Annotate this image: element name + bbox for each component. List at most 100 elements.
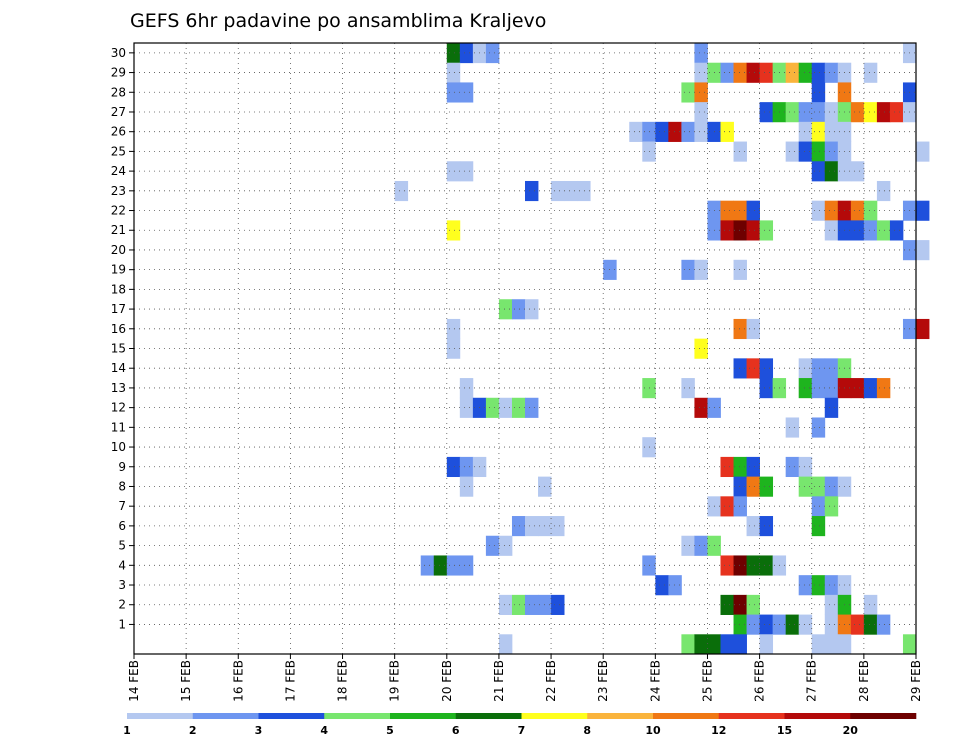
colorbar-swatch	[521, 713, 588, 719]
heatmap-cell	[785, 141, 800, 162]
heatmap-cell	[733, 555, 747, 576]
heatmap-cell	[863, 200, 878, 221]
heatmap-cell	[733, 476, 747, 497]
colorbar-tick-label: 15	[777, 724, 792, 737]
x-tick-label: 26 FEB	[753, 660, 767, 702]
heatmap-cell	[850, 378, 865, 399]
heatmap-cell	[498, 397, 513, 418]
y-tick-label: 29	[111, 66, 126, 80]
heatmap-cell	[863, 378, 878, 399]
heatmap-cell	[629, 121, 643, 142]
heatmap-cell	[824, 496, 839, 517]
heatmap-cell	[889, 220, 904, 241]
heatmap-cell	[850, 614, 865, 635]
heatmap-cell	[746, 594, 760, 615]
colorbar-tick-label: 20	[843, 724, 859, 737]
heatmap-cell	[798, 378, 813, 399]
chart-title: GEFS 6hr padavine po ansamblima Kraljevo	[130, 10, 546, 32]
heatmap-cell	[759, 634, 774, 655]
heatmap-cell	[720, 121, 734, 142]
colorbar-swatch	[192, 713, 259, 719]
heatmap-cell	[746, 62, 760, 83]
gridlines	[134, 43, 916, 654]
heatmap-cell	[681, 82, 695, 103]
heatmap-cell	[824, 220, 839, 241]
heatmap-cell	[394, 180, 409, 202]
heatmap-cell	[681, 378, 695, 399]
heatmap-cell	[916, 240, 930, 261]
x-tick-label: 23 FEB	[596, 660, 610, 702]
heatmap-cell	[785, 62, 800, 83]
heatmap-cell	[420, 555, 435, 576]
colorbar-tick-label: 8	[583, 724, 591, 737]
heatmap-cell	[733, 62, 747, 83]
colorbar-swatch	[718, 713, 785, 719]
y-tick-label: 9	[118, 460, 126, 474]
x-tick-label: 21 FEB	[492, 660, 506, 702]
heatmap-cell	[811, 200, 826, 221]
heatmap-cell	[876, 378, 891, 399]
colorbar-swatch	[390, 713, 457, 719]
x-tick-label: 18 FEB	[336, 660, 350, 702]
y-tick-label: 13	[111, 381, 126, 395]
heatmap-cell	[511, 594, 526, 615]
colorbar-swatch	[127, 713, 194, 719]
heatmap-cell	[798, 456, 813, 478]
heatmap-cell	[733, 358, 747, 379]
y-tick-label: 20	[111, 243, 126, 257]
heatmap-cell	[459, 161, 474, 182]
heatmap-cell	[811, 121, 826, 142]
x-tick-label: 29 FEB	[909, 660, 923, 702]
heatmap-cell	[485, 43, 500, 64]
heatmap-cell	[694, 535, 708, 556]
heatmap-cell	[694, 102, 708, 123]
x-tick-label: 25 FEB	[700, 660, 714, 702]
x-tick-label: 27 FEB	[805, 660, 819, 702]
heatmap-cell	[525, 594, 539, 615]
heatmap-cell	[720, 634, 734, 655]
heatmap-cell	[824, 161, 839, 182]
heatmap-cell	[759, 555, 774, 576]
heatmap-cell	[916, 318, 930, 340]
heatmap-cell	[459, 476, 474, 497]
heatmap-cell	[694, 82, 708, 103]
heatmap-cell	[850, 200, 865, 221]
colorbar-swatch	[587, 713, 654, 719]
y-tick-label: 7	[118, 499, 126, 513]
heatmap-cell	[511, 397, 526, 418]
y-tick-label: 22	[111, 204, 126, 218]
colorbar-swatch	[258, 713, 325, 719]
x-tick-label: 15 FEB	[179, 660, 193, 702]
heatmap-cell	[863, 102, 878, 123]
heatmap-cell	[459, 82, 474, 103]
colorbar-legend: 1 2 3 4 5 6 7 8 10 12 15 20	[123, 713, 917, 737]
heatmap-cell	[551, 594, 565, 615]
heatmap-cell	[446, 318, 461, 340]
colorbar-swatch	[324, 713, 391, 719]
y-tick-label: 5	[118, 539, 126, 553]
heatmap-cell	[511, 299, 526, 320]
colorbar-tick-label: 10	[645, 724, 661, 737]
heatmap-cell	[433, 555, 448, 576]
heatmap-cell	[720, 496, 734, 517]
heatmap-cell	[811, 62, 826, 83]
heatmap-cell	[551, 516, 565, 537]
heatmap-cell	[733, 496, 747, 517]
heatmap-cell	[824, 200, 839, 221]
heatmap-cell	[863, 220, 878, 241]
heatmap-cell	[746, 516, 760, 537]
y-tick-label: 24	[111, 164, 126, 178]
heatmap-cell	[720, 594, 734, 615]
colorbar-swatch	[850, 713, 917, 719]
heatmap-cell	[694, 121, 708, 142]
heatmap-cell	[694, 62, 708, 83]
colorbar-tick-label: 4	[320, 724, 328, 737]
heatmap-cell	[694, 634, 708, 655]
heatmap-cell	[525, 516, 539, 537]
heatmap-cell	[785, 456, 800, 478]
heatmap-cell	[733, 614, 747, 635]
y-tick-label: 4	[118, 558, 126, 572]
heatmap-cell	[811, 82, 826, 103]
y-tick-label: 26	[111, 125, 126, 139]
y-tick-label: 14	[111, 361, 126, 375]
